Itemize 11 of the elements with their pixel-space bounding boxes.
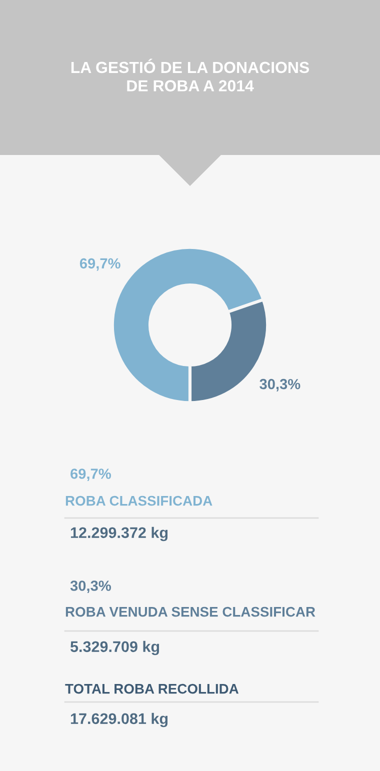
text: 5.329.709 kg: [70, 640, 160, 656]
text: 30,3%: [70, 580, 111, 594]
text: 17.629.081 kg: [70, 712, 168, 728]
text: ROBA CLASSIFICADA: [66, 496, 212, 506]
text: ROBA VENUDA SENSE CLASSIFICAR: [66, 606, 316, 617]
text: 12.299.372 kg: [70, 526, 168, 542]
data-label: 30,3%: [260, 378, 300, 392]
data-label: 69,7%: [80, 258, 120, 271]
text: TOTAL ROBA RECOLLIDA: [65, 684, 239, 694]
text: 69,7%: [70, 468, 111, 482]
chart-title: LA GESTIÓ DE LA DONACIONS DE ROBA A 2014: [71, 58, 310, 92]
